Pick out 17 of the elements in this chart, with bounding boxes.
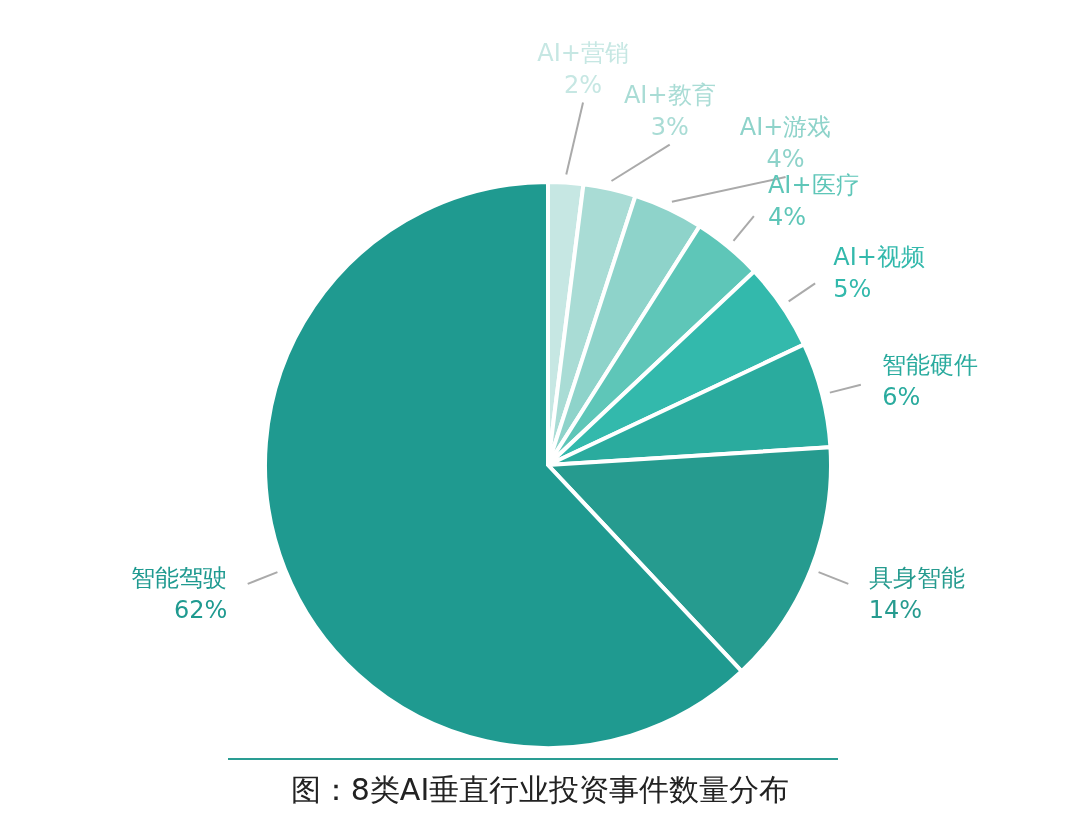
data-label: 14% bbox=[868, 596, 923, 624]
data-label: 6% bbox=[882, 383, 921, 412]
data-label: 4% bbox=[766, 145, 805, 174]
data-label: 2% bbox=[564, 70, 603, 99]
data-label: 5% bbox=[833, 275, 872, 304]
data-label: 62% bbox=[173, 596, 228, 624]
slice-label: 智能硬件 bbox=[882, 351, 979, 380]
data-label: 4% bbox=[767, 203, 806, 232]
slice-label: AI+游戏 bbox=[739, 113, 832, 142]
slice-label: AI+营销 bbox=[537, 38, 629, 67]
slice-label: 智能驾驶 bbox=[131, 564, 228, 592]
slice-label: AI+视频 bbox=[833, 243, 925, 272]
text: 图：8类AI垂直行业投资事件数量分布 bbox=[289, 771, 791, 809]
slice-label: AI+医疗 bbox=[767, 171, 860, 200]
slice-label: 具身智能 bbox=[868, 564, 965, 592]
data-label: 3% bbox=[650, 112, 689, 141]
slice-label: AI+教育 bbox=[623, 80, 716, 109]
